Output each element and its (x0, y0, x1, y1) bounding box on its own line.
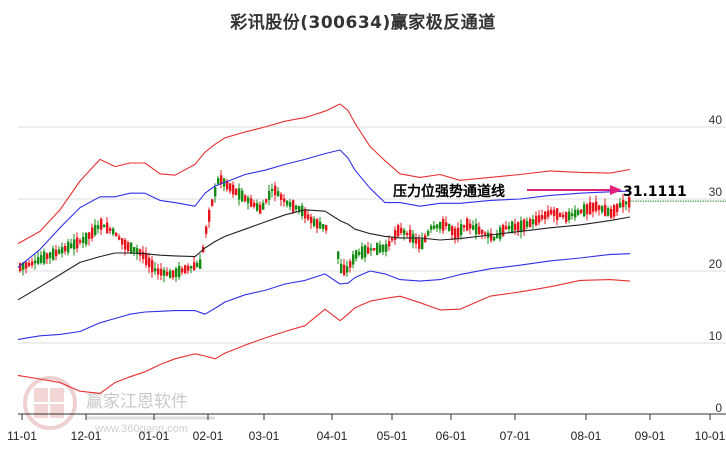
watermark-name: 赢家江恩软件 (86, 392, 188, 412)
annotation-value: 31.1111 (623, 184, 687, 200)
pressure-annotation: 压力位强势通道线 31.1111 (393, 183, 687, 200)
x-tick-label: 09-01 (635, 429, 666, 443)
channel-lines (17, 103, 726, 394)
series-outer-upper (17, 103, 631, 245)
watermark-logo-icon (23, 376, 77, 430)
x-tick-label: 02-01 (193, 429, 224, 443)
x-tick-label: 06-01 (436, 429, 467, 443)
x-tick-label: 07-01 (500, 429, 531, 443)
series-inner-upper (17, 149, 631, 268)
x-tick-label: 05-01 (377, 429, 408, 443)
y-tick-label: 20 (709, 257, 723, 271)
axes: 11-01 12-01 01-01 02-01 03-01 04-01 05-01 06-01… (7, 413, 726, 443)
arrow-icon (610, 185, 622, 195)
annotation-label: 压力位强势通道线 (393, 183, 505, 200)
x-tick-label: 03-01 (249, 429, 280, 443)
series-middle (17, 209, 631, 301)
x-tick-label: 01-01 (139, 429, 170, 443)
chart-title: 彩讯股份(300634)赢家极反通道 (230, 13, 496, 33)
candlesticks (19, 170, 631, 283)
series-outer-lower (17, 279, 631, 394)
x-tick-label: 04-01 (317, 429, 348, 443)
series-inner-lower (17, 253, 631, 340)
gridlines: 0 10 20 30 40 (18, 113, 726, 415)
x-tick-label: 08-01 (571, 429, 602, 443)
watermark-url: www.360gann.com (94, 423, 188, 435)
watermark: 赢家江恩软件 www.360gann.com (23, 376, 215, 435)
x-tick-label: 10-01 (695, 429, 726, 443)
y-tick-label: 40 (709, 113, 723, 127)
y-tick-label: 0 (715, 401, 722, 415)
y-tick-label: 10 (709, 329, 723, 343)
x-tick-label: 11-01 (7, 429, 37, 443)
y-tick-label: 30 (709, 185, 723, 199)
x-tick-label: 12-01 (71, 429, 102, 443)
